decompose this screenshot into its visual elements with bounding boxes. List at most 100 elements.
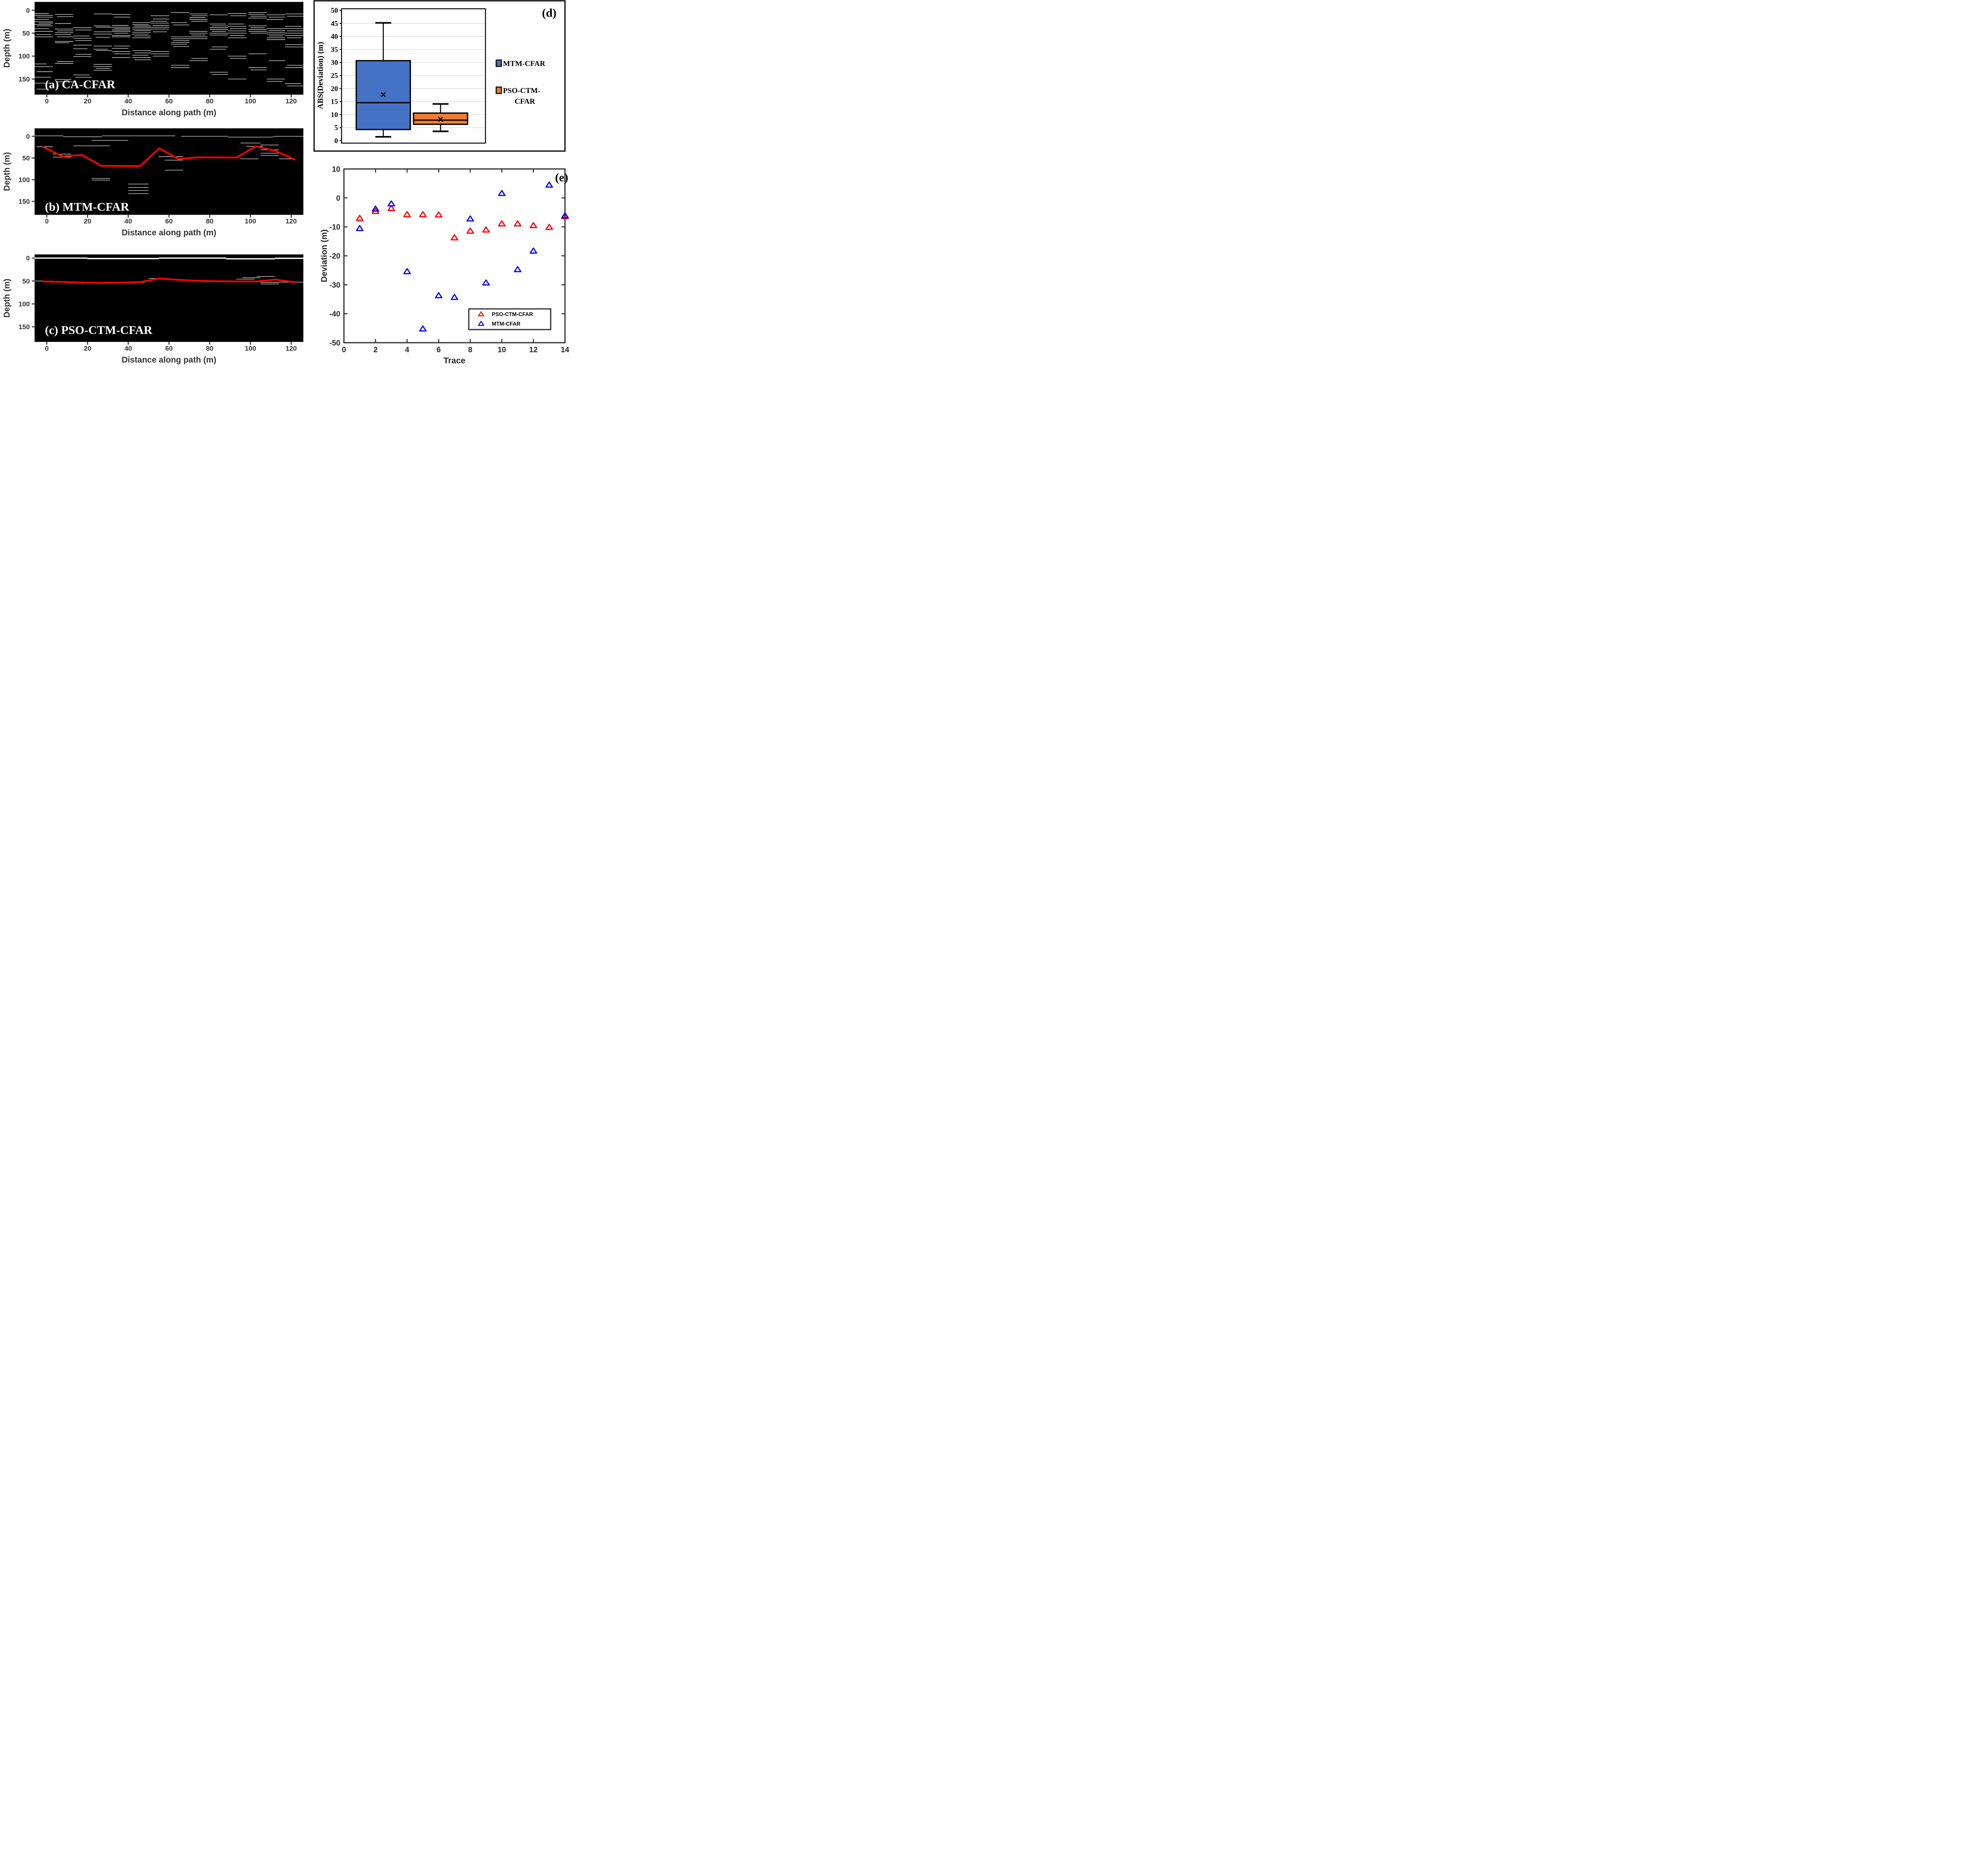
- triangle-marker: [545, 181, 553, 188]
- y-tick-label: -50: [330, 339, 340, 347]
- x-tick-label: 100: [245, 97, 256, 105]
- scatter-series-MTM-CFAR: [356, 181, 569, 332]
- triangle-marker: [482, 226, 490, 233]
- mean-marker: [381, 92, 386, 97]
- triangle-marker: [466, 215, 474, 222]
- scatter-legend: PSO-CTM-CFAR MTM-CFAR: [468, 308, 551, 330]
- boxplot-ylabel: ABS(Deviation) (m): [316, 42, 325, 109]
- x-tick-label: 100: [245, 217, 256, 225]
- boxplot-legend-item: MTM-CFAR: [495, 59, 546, 68]
- pick-line-c: [42, 277, 296, 284]
- ylabel-a: Depth (m): [2, 29, 12, 68]
- y-tick-label: 0: [26, 7, 30, 14]
- triangle-marker: [419, 211, 427, 217]
- x-tick-label: 80: [206, 217, 214, 225]
- panel-label-a: (a) CA-CFAR: [45, 78, 115, 91]
- box-body: [413, 112, 468, 125]
- radargram-panel-b: (b) MTM-CFAR 0 20 40 60 80 100 120 0 50 100 150 Dist…: [2, 128, 303, 237]
- x-tick-label: 40: [124, 345, 132, 352]
- x-tick-label: 40: [124, 217, 132, 225]
- triangle-marker: [419, 325, 427, 332]
- scatter-panel: 0 2 4 6 8 10 12 14 10 0 -10 -20 -30 -40 -50 Trace Deviat…: [320, 165, 569, 365]
- legend-box: [468, 308, 551, 330]
- triangle-marker: [514, 266, 522, 272]
- y-tick-label: 20: [331, 85, 338, 93]
- y-tick-label: 25: [331, 72, 338, 80]
- radargram-image-a: [35, 2, 303, 95]
- box-MTM-CFAR: [355, 22, 411, 138]
- triangle-marker: [356, 215, 364, 221]
- y-tick-label: 100: [19, 300, 30, 308]
- ylabel-c: Depth (m): [2, 279, 12, 318]
- triangle-marker: [403, 268, 411, 274]
- triangle-marker: [403, 211, 411, 217]
- x-tick-label: 120: [285, 97, 297, 105]
- y-tick-label: 100: [19, 176, 30, 184]
- scatter-ylabel: Deviation (m): [320, 229, 329, 282]
- triangle-marker: [387, 200, 395, 207]
- x-tick-label: 0: [45, 217, 49, 225]
- legend-label: PSO-CTM-CFAR: [492, 311, 533, 317]
- triangle-marker: [478, 321, 484, 326]
- x-tick-label: 4: [405, 346, 410, 354]
- y-tick-label: 50: [22, 154, 30, 162]
- triangle-marker: [371, 206, 379, 212]
- triangle-marker: [450, 234, 458, 241]
- x-tick-label: 0: [45, 97, 49, 105]
- x-tick-label: 60: [165, 345, 173, 352]
- triangle-marker: [450, 294, 458, 300]
- scatter-xlabel: Trace: [444, 356, 466, 365]
- x-tick-label: 12: [529, 346, 538, 354]
- y-tick-label: 15: [331, 98, 338, 106]
- y-tick-label: 30: [331, 58, 338, 66]
- triangle-marker: [387, 205, 395, 211]
- triangle-marker: [545, 223, 553, 230]
- panel-label-c: (c) PSO-CTM-CFAR: [45, 324, 153, 337]
- y-tick-label: -20: [330, 252, 340, 261]
- x-tick-label: 60: [165, 217, 173, 225]
- x-tick-label: 20: [84, 345, 91, 352]
- boxplot-legend-item: PSO-CTM- CFAR: [495, 86, 540, 106]
- triangle-marker: [466, 227, 474, 234]
- y-tick-label: 0: [336, 194, 340, 203]
- triangle-marker: [498, 190, 506, 196]
- boxplot-panel: 0 5 10 15 20 25 30 35 40 45 50 ABS(Deviation) (m) MT…: [313, 0, 566, 152]
- triangle-marker: [530, 247, 538, 254]
- y-tick-label: 10: [331, 111, 338, 118]
- triangle-marker: [435, 292, 443, 299]
- xlabel-c: Distance along path (m): [122, 355, 216, 365]
- scatter-series-PSO-CTM-CFAR: [356, 205, 569, 241]
- legend-swatch: [495, 59, 502, 67]
- x-tick-label: 2: [373, 346, 378, 354]
- x-tick-label: 0: [342, 346, 346, 354]
- x-tick-label: 6: [437, 346, 441, 354]
- triangle-marker: [478, 311, 484, 316]
- triangle-marker: [561, 212, 569, 219]
- x-tick-label: 40: [124, 97, 132, 105]
- y-tick-label: 0: [26, 133, 30, 140]
- triangle-marker: [530, 222, 538, 229]
- y-tick-label: 50: [22, 277, 30, 285]
- radargram-panel-c: (c) PSO-CTM-CFAR 0 20 40 60 80 100 120 0 50 100 150…: [2, 254, 303, 365]
- y-tick-label: 35: [331, 45, 338, 53]
- y-tick-label: 150: [19, 198, 30, 206]
- x-tick-label: 60: [165, 97, 173, 105]
- x-tick-label: 20: [84, 97, 91, 105]
- y-tick-label: 10: [332, 165, 340, 174]
- radargram-image-b: [35, 128, 303, 215]
- figure-root: (a) CA-CFAR 0 20 40 60 80 100 120 0 50 100 150 Dista…: [0, 0, 577, 370]
- y-tick-label: -40: [330, 310, 340, 318]
- legend-label: MTM-CFAR: [492, 321, 520, 327]
- legend-label: CFAR: [514, 97, 535, 106]
- panel-tag-e: (e): [555, 171, 568, 184]
- triangle-marker: [356, 225, 364, 231]
- y-tick-label: 50: [22, 29, 30, 37]
- x-tick-label: 10: [498, 346, 506, 354]
- xlabel-b: Distance along path (m): [122, 228, 216, 237]
- y-tick-label: 0: [26, 254, 30, 262]
- triangle-marker: [498, 220, 506, 227]
- y-tick-label: 50: [331, 6, 338, 14]
- radargram-image-c: [35, 254, 303, 342]
- x-tick-label: 120: [285, 217, 297, 225]
